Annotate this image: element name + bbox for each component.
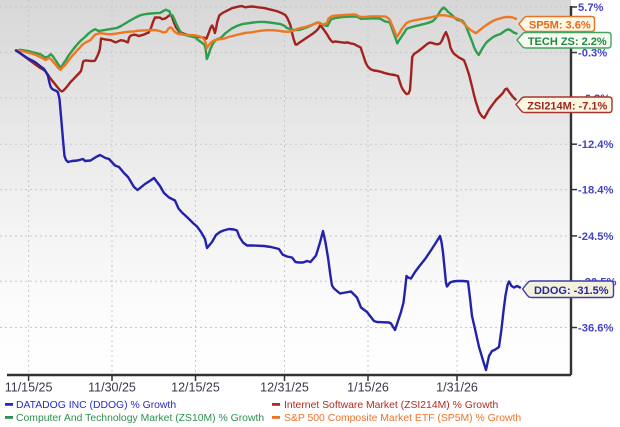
svg-text:S&P 500 Composite Market ETF (: S&P 500 Composite Market ETF (SP5M) % Gr… — [284, 413, 521, 424]
svg-text:TECH ZS: 2.2%: TECH ZS: 2.2% — [528, 36, 607, 48]
svg-text:-36.6%: -36.6% — [578, 323, 613, 335]
svg-text:ZSI214M: -7.1%: ZSI214M: -7.1% — [527, 100, 607, 112]
svg-text:12/15/25: 12/15/25 — [171, 381, 220, 395]
svg-text:5.7%: 5.7% — [578, 2, 604, 14]
svg-text:SP5M: 3.6%: SP5M: 3.6% — [529, 20, 591, 32]
svg-text:1/15/26: 1/15/26 — [347, 381, 389, 395]
svg-text:-12.4%: -12.4% — [578, 139, 613, 151]
svg-text:-18.4%: -18.4% — [578, 185, 613, 197]
svg-text:DDOG: -31.5%: DDOG: -31.5% — [534, 285, 609, 297]
svg-text:1/31/26: 1/31/26 — [436, 381, 478, 395]
svg-text:11/15/25: 11/15/25 — [5, 381, 53, 395]
svg-text:12/31/25: 12/31/25 — [260, 381, 309, 395]
svg-text:Internet Software Market (ZSI2: Internet Software Market (ZSI214M) % Gro… — [284, 400, 498, 411]
svg-text:-0.3%: -0.3% — [578, 48, 607, 60]
svg-text:DATADOG INC (DDOG) % Growth: DATADOG INC (DDOG) % Growth — [16, 400, 176, 411]
svg-text:-24.5%: -24.5% — [578, 231, 613, 243]
svg-text:Computer And Technology Market: Computer And Technology Market (ZS10M) %… — [16, 413, 264, 424]
svg-text:11/30/25: 11/30/25 — [88, 381, 136, 395]
